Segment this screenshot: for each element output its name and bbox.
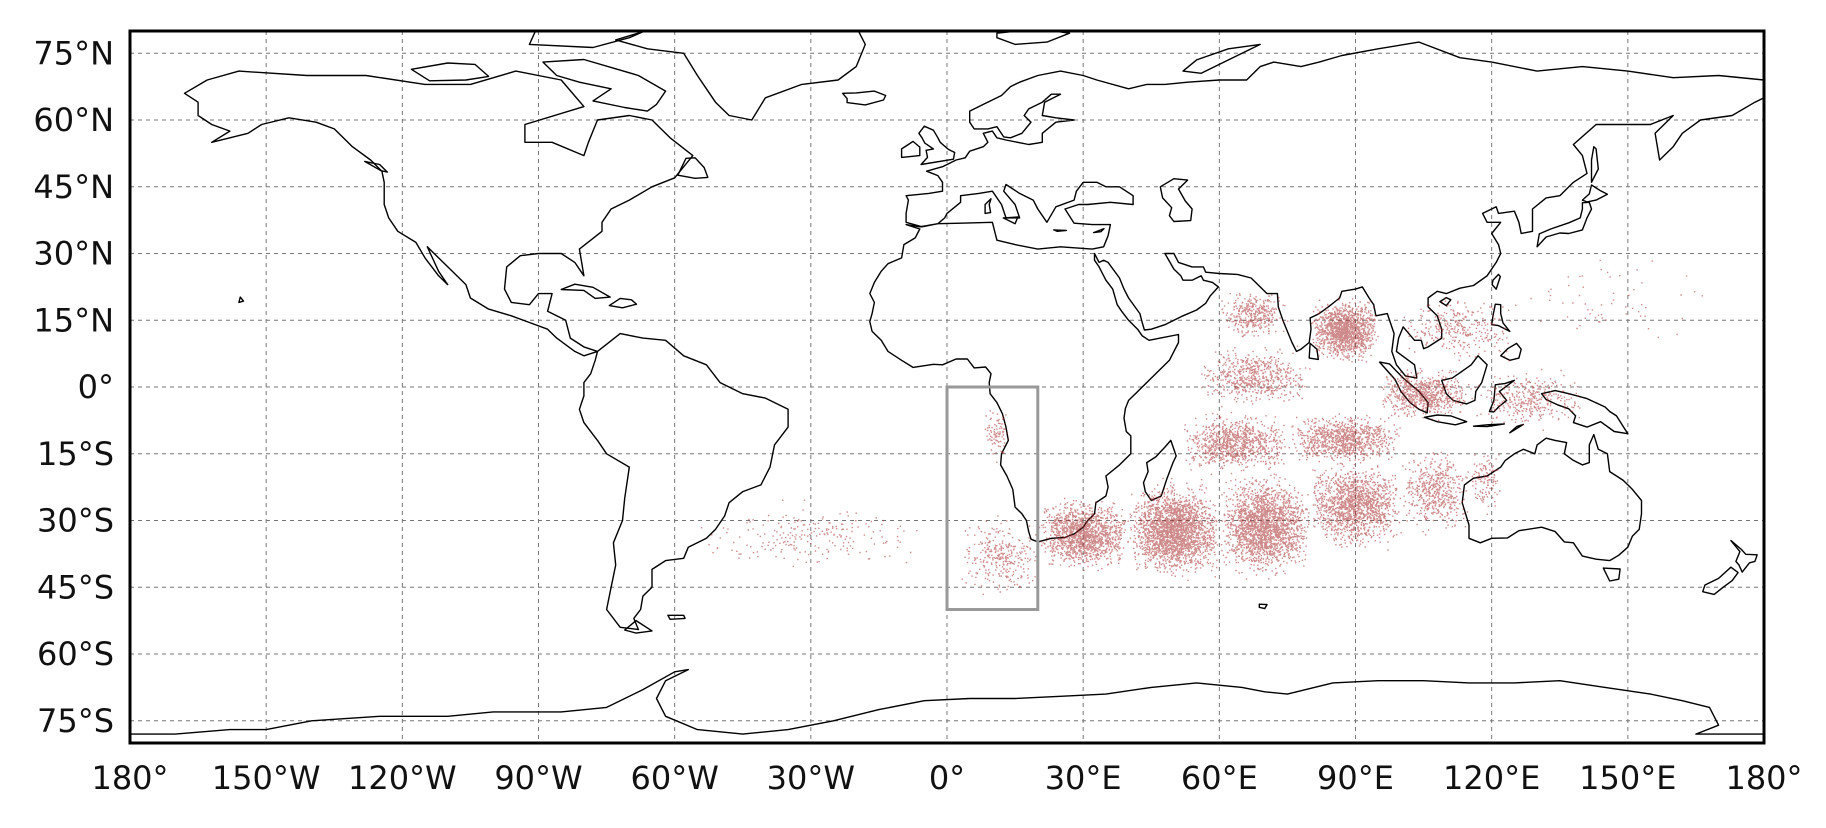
coastline-timor: [1509, 423, 1525, 434]
coastline-eurasia-africa: [869, 41, 1764, 543]
coastline-cyprus: [1092, 227, 1105, 234]
lon-tick-label: 90°W: [494, 759, 582, 797]
coastline-sri-lanka: [1308, 342, 1319, 361]
coastline-novaya-zemlya: [1182, 43, 1261, 74]
lon-tick-label: 60°W: [630, 759, 718, 797]
lat-tick-label: 30°N: [33, 235, 114, 273]
coastline-corsica-sardinia: [984, 198, 992, 215]
coastline-hispaniola: [608, 297, 638, 309]
lat-tick-label: 0°: [78, 368, 114, 406]
lon-tick-label: 90°E: [1317, 759, 1394, 797]
lon-tick-label: 30°E: [1045, 759, 1122, 797]
coastline-caspian-sea: [1159, 178, 1193, 223]
longitude-tick-labels: 180° 150°W 120°W 90°W 60°W 30°W 0° 30°E 60°E 90°E…: [91, 759, 1802, 797]
release-region-box: [945, 385, 1040, 611]
lon-tick-label: 0°: [929, 759, 965, 797]
coastline-sicily: [1002, 216, 1019, 225]
coastline-hainan: [1439, 296, 1452, 307]
lon-tick-label: 150°E: [1579, 759, 1676, 797]
coastline-japan: [1536, 201, 1593, 248]
coastline-antarctica: [130, 668, 1764, 743]
coastline-sakhalin: [1590, 146, 1599, 183]
coastline-new-zealand-north: [1730, 539, 1758, 573]
lon-tick-label: 150°W: [212, 759, 321, 797]
coastline-madagascar: [1142, 439, 1177, 502]
coastline-vancouver-island: [364, 160, 389, 173]
lat-tick-label: 75°N: [33, 34, 114, 72]
coastline-south-america: [578, 332, 789, 631]
coastline-ireland: [900, 140, 921, 159]
coastline-svalbard: [996, 31, 1071, 46]
lat-tick-label: 60°S: [37, 635, 114, 673]
coastline-hawaii: [238, 296, 245, 304]
coastline-java: [1423, 414, 1468, 426]
coastline-sulawesi: [1488, 379, 1516, 413]
coastline-tasmania: [1602, 567, 1621, 582]
coastline-britain: [918, 125, 956, 166]
plot-frame: [128, 29, 1766, 745]
coastline-taiwan: [1491, 273, 1501, 290]
release-box-outline: [945, 385, 1040, 611]
coastline-north-america: [183, 70, 694, 357]
lon-tick-label: 180°: [1725, 759, 1802, 797]
coastline-cuba: [560, 283, 611, 300]
coastline-new-zealand-south: [1702, 566, 1739, 596]
coastline-baffin: [542, 58, 667, 112]
coastline-kerguelen: [1258, 603, 1268, 610]
lat-tick-label: 15°S: [37, 435, 114, 473]
lat-tick-label: 75°S: [37, 702, 114, 740]
lon-tick-label: 120°E: [1443, 759, 1540, 797]
coastline-newfoundland: [677, 157, 709, 179]
latitude-tick-labels: 75°N 60°N 45°N 30°N 15°N 0° 15°S 30°S 45°S 60°S 75…: [33, 34, 114, 740]
coastline-victoria-island: [410, 62, 490, 82]
lon-tick-label: 30°W: [767, 759, 855, 797]
lon-tick-label: 120°W: [348, 759, 457, 797]
coastline-crete: [1053, 229, 1068, 232]
lat-tick-label: 45°N: [33, 168, 114, 206]
lat-tick-label: 45°S: [37, 568, 114, 606]
coastline-iceland: [841, 90, 887, 106]
coastline-australia: [1461, 433, 1643, 562]
coastline-luzon: [1491, 303, 1511, 333]
lat-tick-label: 60°N: [33, 101, 114, 139]
coastline-greenland: [615, 31, 866, 121]
coastlines: [130, 31, 1764, 743]
coastline-hokkaido: [1581, 184, 1609, 203]
lon-tick-label: 60°E: [1181, 759, 1258, 797]
lat-tick-label: 15°N: [33, 301, 114, 339]
particle-points: [700, 259, 1704, 595]
coastline-flores: [1472, 423, 1506, 428]
graticule: [129, 31, 1765, 743]
particle-cloud: [700, 259, 1704, 595]
coastline-ellesmere: [528, 31, 647, 49]
coastline-tierra-del-fuego: [624, 619, 653, 634]
lat-tick-label: 30°S: [37, 502, 114, 540]
coastline-falklands: [667, 614, 686, 620]
lon-tick-label: 180°: [91, 759, 168, 797]
